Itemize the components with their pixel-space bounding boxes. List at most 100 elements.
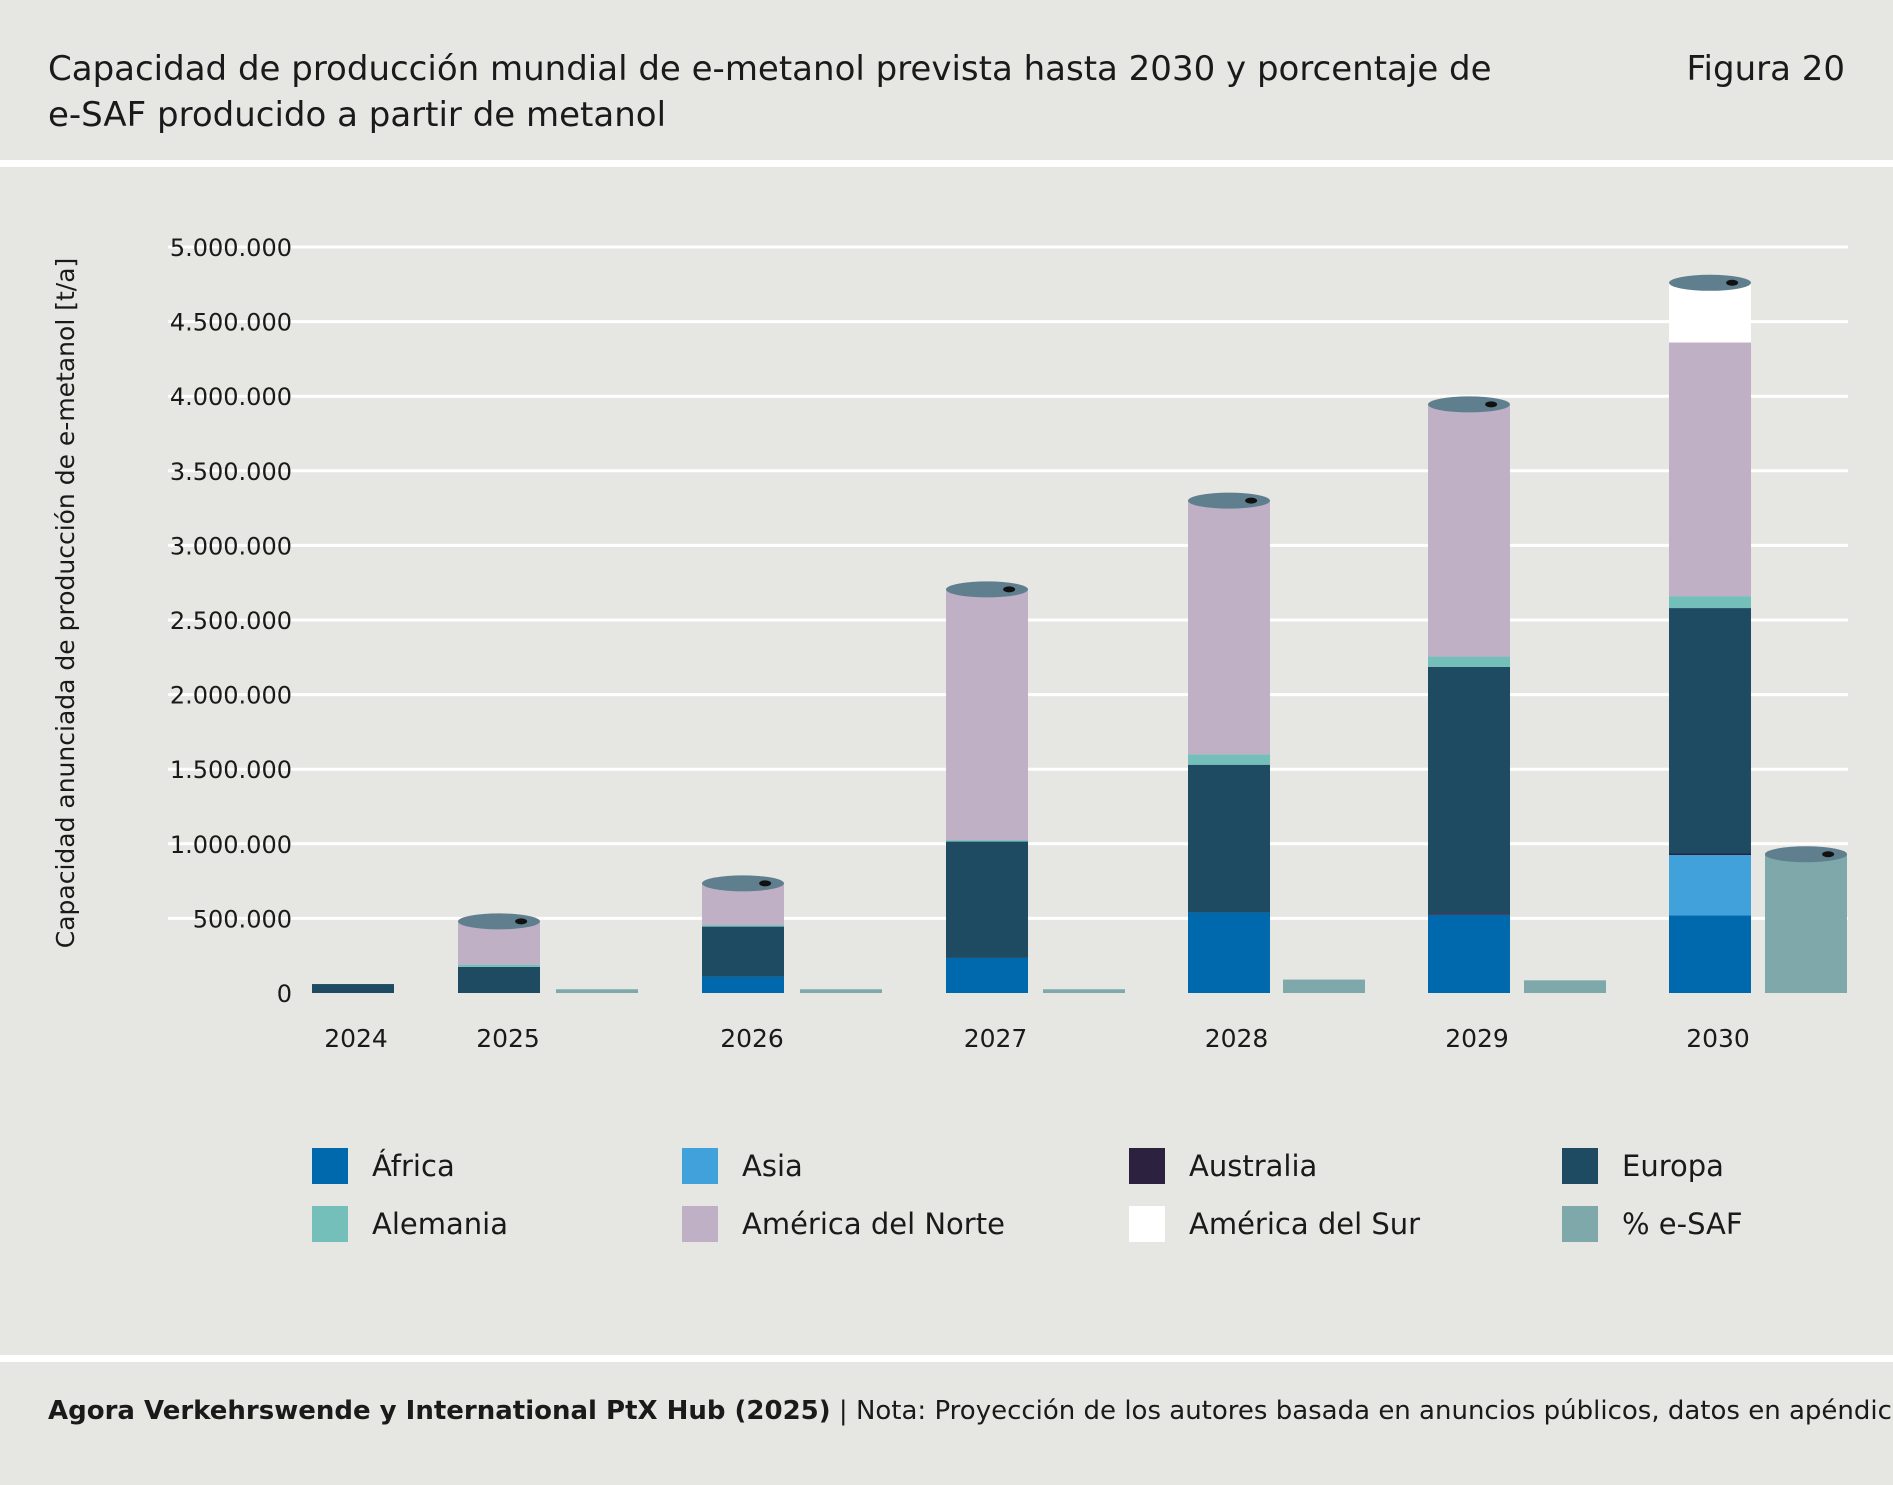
legend-item-europa: Europa <box>1562 1147 1724 1185</box>
legend-item-asia: Asia <box>682 1147 803 1185</box>
legend-label: Alemania <box>372 1207 508 1241</box>
y-tick-label: 4.500.000 <box>170 309 292 337</box>
bar-segment-europa-2029 <box>1428 666 1510 914</box>
y-tick-label: 1.000.000 <box>170 831 292 859</box>
barrel-bung <box>1822 851 1835 858</box>
y-tick-label: 4.000.000 <box>170 383 292 411</box>
bar-esaf-2025 <box>556 989 638 993</box>
bar-segment-alemania-2029 <box>1428 656 1510 667</box>
x-tick-label: 2030 <box>1686 1024 1750 1053</box>
y-tick-labels: 0 500.000 1.000.000 1.500.000 2.000.000 2.500… <box>170 234 292 1008</box>
legend-item-america-sur: América del Sur <box>1129 1205 1420 1243</box>
y-tick-label: 2.500.000 <box>170 607 292 635</box>
x-tick-labels: 2024 2025 2026 2027 2028 2029 2030 <box>324 1024 1750 1053</box>
bar-segment-africa-2027 <box>946 957 1028 993</box>
barrel-lid <box>1669 274 1751 291</box>
legend-swatch <box>1562 1206 1598 1242</box>
y-tick-label: 5.000.000 <box>170 234 292 262</box>
bar-segment-alemania-2027 <box>946 840 1028 842</box>
legend-swatch <box>312 1148 348 1184</box>
bar-segment-alemania-2025 <box>458 964 540 967</box>
legend-label: Europa <box>1622 1149 1724 1183</box>
source-note-text: Nota: Proyección de los autores basada e… <box>855 1396 1893 1426</box>
legend-item-esaf: % e-SAF <box>1562 1205 1743 1243</box>
source-note: Agora Verkehrswende y International PtX … <box>48 1393 1893 1429</box>
bars <box>312 274 1847 993</box>
barrel-bung <box>759 880 772 887</box>
chart-title: Capacidad de producción mundial de e-met… <box>48 49 1492 135</box>
barrel-bung <box>1726 279 1739 286</box>
x-tick-label: 2024 <box>324 1024 388 1053</box>
barrel-lid <box>1188 492 1270 509</box>
bar-segment-alemania-2026 <box>702 925 784 927</box>
x-tick-label: 2028 <box>1205 1024 1269 1053</box>
y-tick-label: 0 <box>277 980 292 1008</box>
barrel-bung <box>1245 497 1258 504</box>
x-tick-label: 2027 <box>964 1024 1028 1053</box>
x-tick-label: 2029 <box>1445 1024 1509 1053</box>
barrel-bung <box>515 918 528 925</box>
bar-segment-europa-2026 <box>702 926 784 977</box>
legend-label: Australia <box>1189 1149 1318 1183</box>
y-tick-label: 1.500.000 <box>170 756 292 784</box>
bar-esaf-2027 <box>1043 989 1125 993</box>
bar-segment-asia-2030 <box>1669 854 1751 916</box>
header: Capacidad de producción mundial de e-met… <box>0 0 1893 160</box>
bar-segment-america-norte-2029 <box>1428 404 1510 657</box>
bar-segment-europa-2030 <box>1669 608 1751 854</box>
y-tick-label: 2.000.000 <box>170 682 292 710</box>
legend-swatch <box>1562 1148 1598 1184</box>
bar-esaf-2029 <box>1524 980 1606 993</box>
legend-swatch <box>682 1206 718 1242</box>
bar-esaf-2028 <box>1283 979 1365 993</box>
bar-segment-africa-2029 <box>1428 914 1510 993</box>
legend-label: Asia <box>742 1149 803 1183</box>
legend-swatch <box>1129 1206 1165 1242</box>
bar-segment-america-sur-2030 <box>1669 282 1751 343</box>
legend-item-alemania: Alemania <box>312 1205 508 1243</box>
source-separator: | <box>838 1396 848 1426</box>
bar-segment-africa-2026 <box>702 976 784 993</box>
bar-segment-america-norte-2030 <box>1669 342 1751 597</box>
chart-svg: 0 500.000 1.000.000 1.500.000 2.000.000 2.500… <box>51 234 1848 1053</box>
legend-label: América del Norte <box>742 1207 1005 1241</box>
barrel-lid <box>1428 396 1510 413</box>
bar-segment-america-norte-2028 <box>1188 500 1270 755</box>
legend-item-america-norte: América del Norte <box>682 1205 1005 1243</box>
bar-segment-alemania-2030 <box>1669 596 1751 609</box>
y-tick-label: 3.500.000 <box>170 458 292 486</box>
legend-label: % e-SAF <box>1622 1207 1743 1241</box>
barrel-lid <box>946 581 1028 598</box>
legend-item-africa: África <box>312 1147 455 1185</box>
bar-segment-africa-2030 <box>1669 915 1751 993</box>
bar-segment-australia-2030 <box>1669 853 1751 855</box>
figure-label: Figura 20 <box>1686 49 1845 89</box>
barrel-lid <box>458 913 540 930</box>
x-tick-label: 2026 <box>720 1024 784 1053</box>
barrel-bung <box>1003 586 1016 593</box>
barrel-lid <box>702 875 784 892</box>
bar-segment-australia-2029 <box>1428 913 1510 915</box>
legend-swatch <box>312 1206 348 1242</box>
footer <box>0 1362 1893 1485</box>
y-tick-label: 500.000 <box>193 905 292 933</box>
y-tick-label: 3.000.000 <box>170 532 292 560</box>
source-citation: Agora Verkehrswende y International PtX … <box>48 1396 831 1426</box>
x-tick-label: 2025 <box>476 1024 540 1053</box>
bar-esaf-2030 <box>1765 854 1847 993</box>
bar-segment-europa-2024 <box>312 984 394 993</box>
barrel-bung <box>1485 401 1498 408</box>
bar-esaf-2026 <box>800 989 882 993</box>
barrel-lid <box>1765 846 1847 863</box>
legend-swatch <box>682 1148 718 1184</box>
bar-segment-europa-2028 <box>1188 764 1270 913</box>
bar-segment-europa-2027 <box>946 841 1028 958</box>
bar-segment-alemania-2028 <box>1188 754 1270 765</box>
legend-item-australia: Australia <box>1129 1147 1317 1185</box>
bar-segment-africa-2028 <box>1188 912 1270 993</box>
legend-swatch <box>1129 1148 1165 1184</box>
bar-segment-america-norte-2027 <box>946 589 1028 841</box>
legend-label: América del Sur <box>1189 1207 1421 1241</box>
y-axis-label: Capacidad anunciada de producción de e-m… <box>51 258 80 949</box>
legend-label: África <box>372 1149 455 1183</box>
